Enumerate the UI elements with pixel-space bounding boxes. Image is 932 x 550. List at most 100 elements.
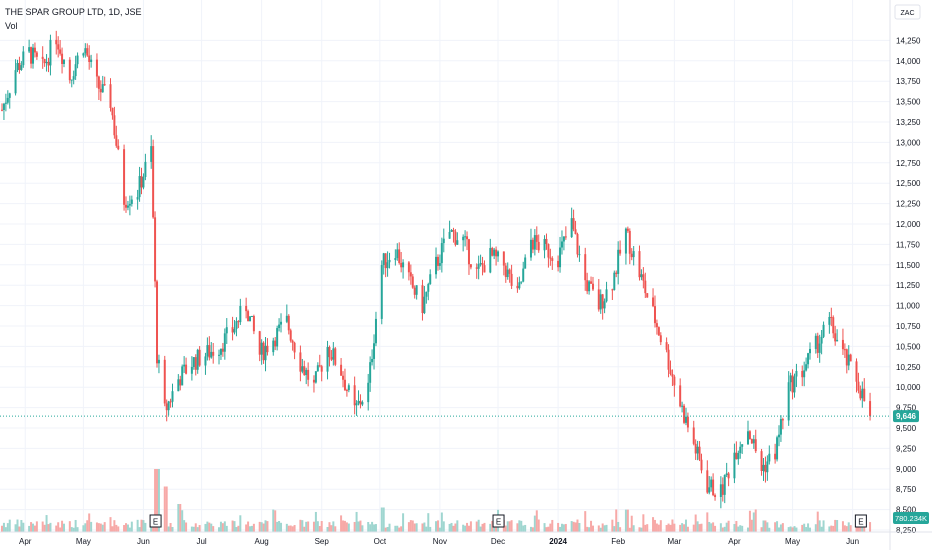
candle-body [570, 218, 573, 238]
volume-bar [632, 525, 635, 532]
volume-bar [398, 527, 401, 532]
candle-body [126, 205, 129, 208]
y-tick-label: 11,000 [896, 302, 920, 311]
candle-body [367, 382, 370, 403]
volume-bar [425, 526, 428, 532]
volume-bar [462, 524, 465, 532]
candle-body [605, 289, 608, 302]
volume-bar [369, 524, 372, 532]
volume-bar [760, 527, 763, 532]
candle-body [394, 258, 397, 260]
candle-body [642, 274, 645, 281]
candle-body [355, 403, 358, 406]
volume-bar [61, 520, 64, 532]
candle-body [863, 388, 866, 402]
volume-bar [328, 522, 331, 532]
candle-body [225, 327, 228, 334]
candle-body [787, 382, 790, 421]
volume-bar [684, 519, 687, 532]
earnings-marker[interactable]: E [854, 514, 867, 528]
candle-body [41, 56, 44, 60]
candle-body [748, 431, 751, 440]
candle-body [299, 352, 302, 372]
volume-bar [409, 520, 412, 532]
currency-badge[interactable]: ZAC [894, 4, 921, 20]
volume-bar [70, 527, 73, 532]
candle-body [638, 251, 641, 278]
volume-bar [167, 526, 170, 532]
volume-bar [450, 522, 453, 532]
candle-body [157, 359, 160, 364]
candle-body [725, 473, 728, 476]
volume-bar [361, 525, 364, 532]
volume-bar [787, 527, 790, 532]
volume-bar [847, 522, 850, 532]
volume-bar [737, 526, 740, 532]
y-tick-label: 10,000 [896, 383, 921, 392]
candle-body [559, 247, 562, 268]
volume-bar [624, 509, 627, 532]
y-tick-label: 13,000 [896, 138, 921, 147]
volume-bar [615, 509, 618, 532]
volume-bar [45, 515, 48, 532]
candle-body [171, 391, 174, 402]
candle-body [562, 236, 565, 242]
volume-bar [696, 521, 699, 532]
candle-body [795, 370, 798, 377]
candle-body [97, 76, 100, 89]
volume-bar [679, 524, 682, 532]
candle-body [564, 236, 567, 238]
volume-bar [652, 517, 655, 532]
volume-bar [617, 521, 620, 532]
earnings-marker[interactable]: E [149, 514, 162, 528]
candle-body [35, 52, 38, 57]
candle-body [739, 446, 742, 454]
candle-body [531, 239, 534, 250]
candle-body [557, 260, 560, 268]
candle-body [194, 357, 197, 370]
earnings-marker[interactable]: E [492, 514, 505, 528]
candle-body [601, 294, 604, 309]
volume-bar [504, 525, 507, 532]
candle-body [409, 272, 412, 277]
candle-body [673, 376, 676, 386]
volume-bar [14, 524, 17, 532]
volume-bar [748, 510, 751, 532]
volume-legend-label[interactable]: Vol [5, 21, 18, 31]
candle-body [692, 427, 695, 444]
candle-body [303, 366, 306, 376]
volume-bar [570, 521, 573, 532]
volume-bar [303, 526, 306, 532]
volume-bar [374, 524, 377, 532]
candle-body [169, 401, 172, 403]
candle-body [249, 316, 252, 322]
volume-bar [43, 524, 46, 532]
candle-body [6, 97, 9, 103]
x-tick-label: Aug [255, 537, 269, 546]
volume-bar [574, 522, 577, 532]
candle-body [8, 93, 11, 98]
volume-bar [47, 524, 50, 532]
candle-body [737, 453, 740, 460]
volume-bar [305, 521, 308, 532]
y-tick-label: 8,500 [896, 506, 917, 515]
volume-bar [669, 524, 672, 532]
volume-bar [510, 520, 513, 532]
candle-body [74, 64, 77, 77]
candle-body [22, 51, 25, 66]
candle-body [652, 297, 655, 307]
volume-bar [423, 522, 426, 532]
candle-body [481, 263, 484, 266]
chart-title[interactable]: THE SPAR GROUP LTD, 1D, JSE [5, 7, 142, 17]
candle-body [776, 437, 779, 460]
volume-bar [508, 521, 511, 532]
volume-bar [559, 526, 562, 532]
candle-body [442, 238, 445, 244]
candle-body [318, 365, 321, 367]
volume-bar [272, 509, 275, 532]
volume-bar [657, 524, 660, 532]
y-tick-label: 8,250 [896, 526, 917, 535]
candle-body [793, 376, 796, 393]
